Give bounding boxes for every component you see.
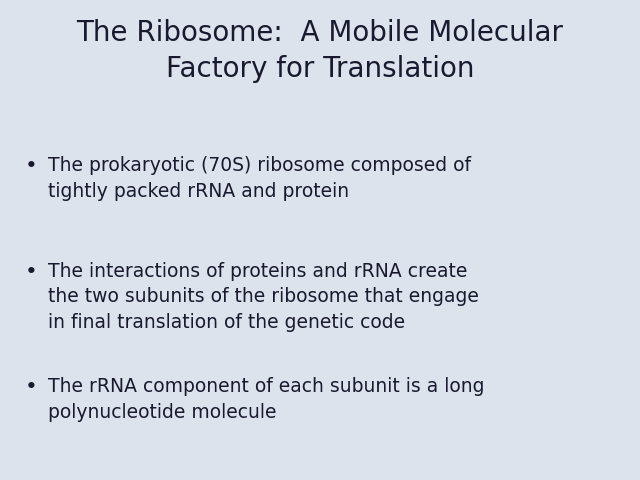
Text: •: • [24,377,37,397]
Text: •: • [24,156,37,176]
Text: The rRNA component of each subunit is a long
polynucleotide molecule: The rRNA component of each subunit is a … [48,377,484,421]
Text: The prokaryotic (70S) ribosome composed of
tightly packed rRNA and protein: The prokaryotic (70S) ribosome composed … [48,156,471,201]
Text: The Ribosome:  A Mobile Molecular
Factory for Translation: The Ribosome: A Mobile Molecular Factory… [77,19,563,83]
Text: The interactions of proteins and rRNA create
the two subunits of the ribosome th: The interactions of proteins and rRNA cr… [48,262,479,332]
Text: •: • [24,262,37,282]
